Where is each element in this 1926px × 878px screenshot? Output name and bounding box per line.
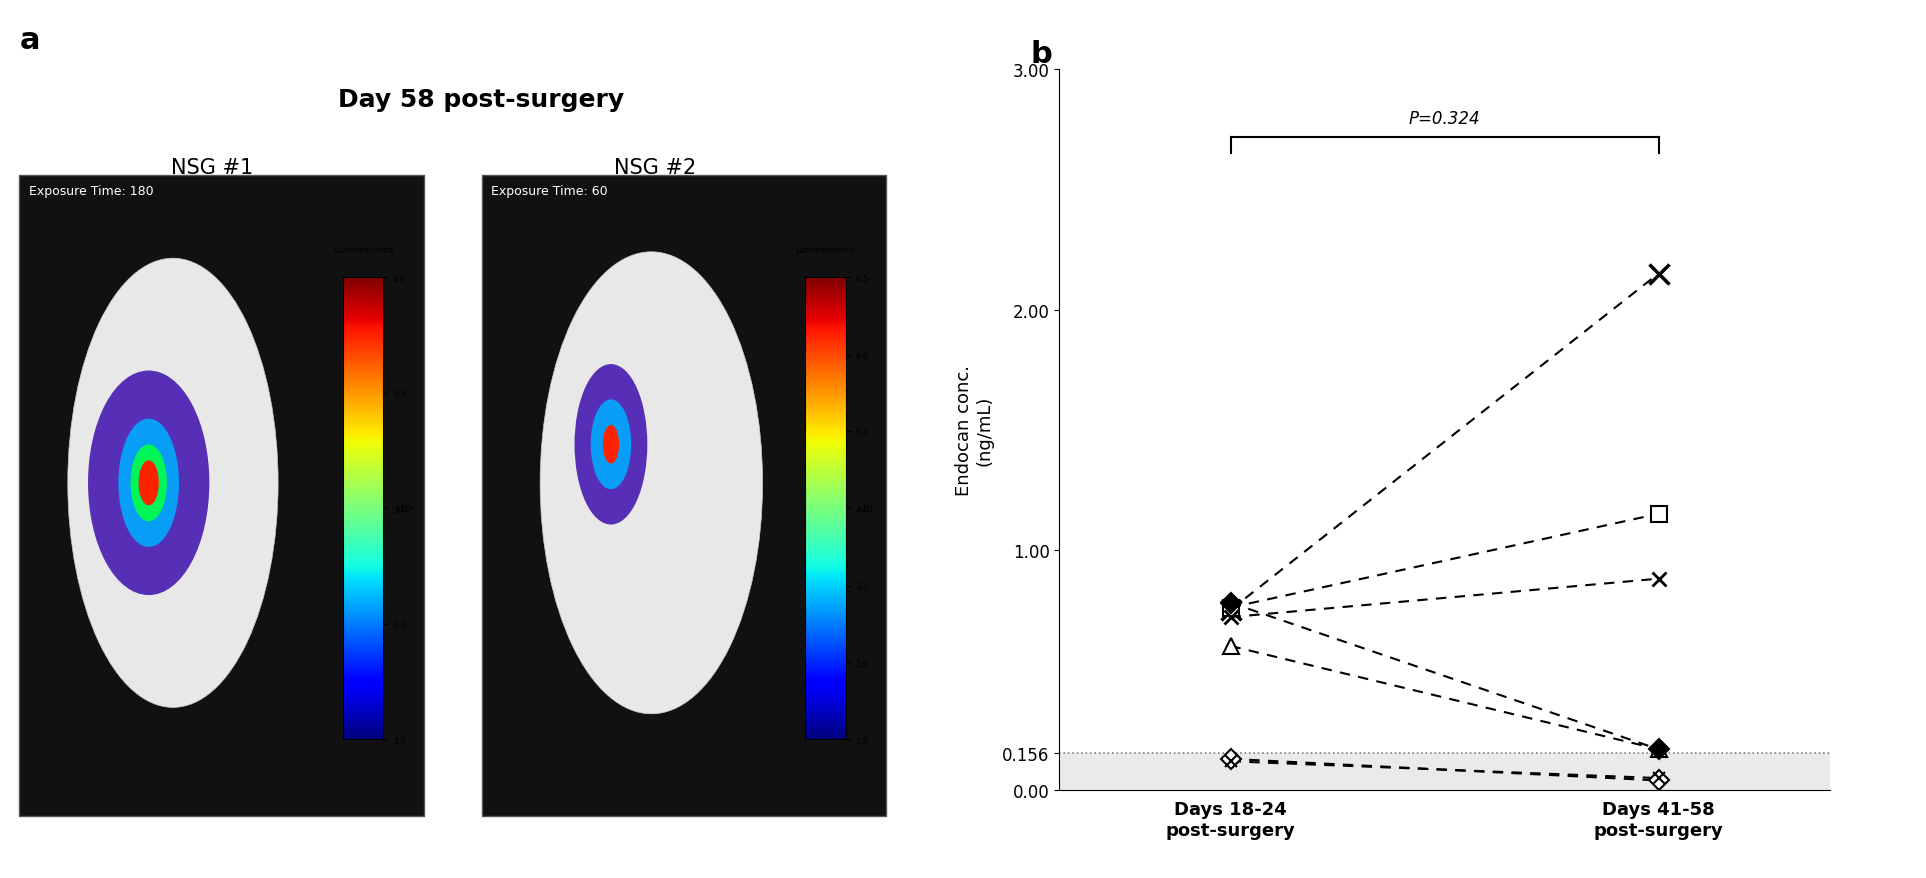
Ellipse shape [131,445,168,522]
Ellipse shape [67,259,277,708]
Text: x10⁵: x10⁵ [395,504,414,514]
Ellipse shape [591,400,632,490]
Text: P=0.324: P=0.324 [1408,110,1481,128]
Text: x10⁷: x10⁷ [857,504,876,514]
Ellipse shape [539,253,763,714]
Text: Luminescence: Luminescence [333,246,393,255]
Ellipse shape [89,371,210,595]
Ellipse shape [574,364,647,525]
Text: b: b [1030,40,1052,68]
Bar [1059,752,1830,790]
Text: Day 58 post-surgery: Day 58 post-surgery [339,88,624,112]
Y-axis label: Endocan conc.
(ng/mL): Endocan conc. (ng/mL) [955,364,994,496]
Text: Luminescence: Luminescence [795,246,855,255]
Ellipse shape [603,426,618,464]
Text: NSG #2: NSG #2 [614,158,695,178]
Bar [482,176,886,817]
Text: NSG #1: NSG #1 [171,158,252,178]
Ellipse shape [117,419,179,547]
Text: Exposure Time: 60: Exposure Time: 60 [491,184,609,198]
Text: a: a [19,26,40,55]
Text: Exposure Time: 180: Exposure Time: 180 [29,184,154,198]
Ellipse shape [139,461,158,506]
Bar [19,176,424,817]
